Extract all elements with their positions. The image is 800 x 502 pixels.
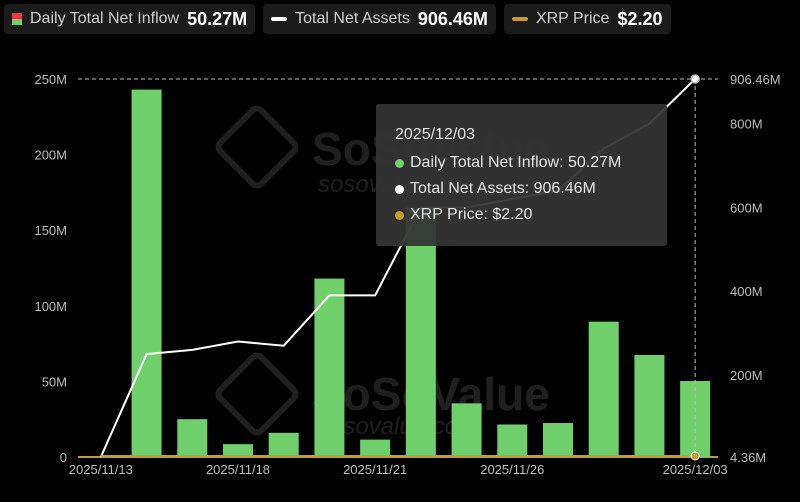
left-tick-label: 50M [42,374,67,389]
right-tick-label: 200M [730,368,763,383]
inflow-bar [588,321,619,457]
right-tick-label: 4.36M [730,450,766,465]
x-tick-label: 2025/11/18 [206,462,270,477]
x-tick-label: 2025/12/03 [663,462,728,477]
right-tick-label: 800M [730,117,763,132]
left-tick-label: 0 [60,450,67,465]
tooltip-price-dot-icon [395,210,404,220]
tooltip-row-inflow: Daily Total Net Inflow: 50.27M [395,150,667,176]
watermark-url: sosovalue.com [318,413,478,440]
legend-assets-value: 906.46M [417,8,488,29]
inflow-bar [177,419,208,457]
left-tick-label: 250M [34,72,67,87]
legend-price[interactable]: XRP Price $2.20 [503,4,671,34]
inflow-bar [131,89,162,458]
price-end-marker [690,451,700,461]
inflow-bar [497,424,528,457]
watermark-logo-icon [215,352,299,436]
tooltip-inflow-text: Daily Total Net Inflow: 50.27M [410,154,622,171]
inflow-bar [634,354,665,457]
tooltip-price-text: XRP Price: $2.20 [410,206,533,223]
left-tick-label: 100M [34,299,67,314]
inflow-bar [405,207,436,457]
inflow-bar [543,422,573,457]
watermark-logo-icon [215,105,299,189]
inflow-bar [223,444,253,457]
inflow-bar [314,278,345,457]
flag-top [12,13,22,19]
x-tick-label: 2025/11/26 [480,462,544,477]
left-tick-label: 150M [34,223,67,238]
inflow-bar [360,439,391,457]
bars-layer[interactable] [131,89,711,458]
inflow-bar [268,432,299,457]
price-line-icon [511,17,528,21]
flag-bottom [12,19,22,25]
legend-price-value: $2.20 [617,8,663,29]
inflow-flag-icon [12,13,22,25]
right-tick-label: 400M [730,284,763,299]
legend-inflow[interactable]: Daily Total Net Inflow 50.27M [4,4,256,34]
tooltip-row-assets: Total Net Assets: 906.46M [395,176,667,202]
legend-price-label: XRP Price [535,10,610,27]
legend-inflow-label: Daily Total Net Inflow [30,10,180,27]
right-tick-label: 600M [730,200,763,215]
right-tick-label: 906.46M [730,72,781,87]
tooltip: 2025/12/03 Daily Total Net Inflow: 50.27… [376,104,667,246]
legend-assets-label: Total Net Assets [295,10,410,27]
axis-layer: 0 50M 100M 150M 200M 250M 4.36M 200M 400M 600M 800… [34,72,780,477]
inflow-bar [451,403,482,457]
assets-line-icon [271,17,288,21]
tooltip-date: 2025/12/03 [395,126,476,143]
legend-inflow-value: 50.27M [187,8,248,29]
legend-bar: Daily Total Net Inflow 50.27M Total Net … [0,0,800,38]
x-tick-label: 2025/11/21 [343,462,407,477]
tooltip-inflow-dot-icon [395,158,404,168]
left-tick-label: 200M [34,148,67,163]
legend-assets[interactable]: Total Net Assets 906.46M [263,4,496,34]
tooltip-assets-dot-icon [395,184,404,194]
tooltip-row-price: XRP Price: $2.20 [395,202,667,228]
tooltip-assets-text: Total Net Assets: 906.46M [410,180,596,197]
x-tick-label: 2025/11/13 [69,462,133,477]
assets-end-marker [690,74,700,84]
